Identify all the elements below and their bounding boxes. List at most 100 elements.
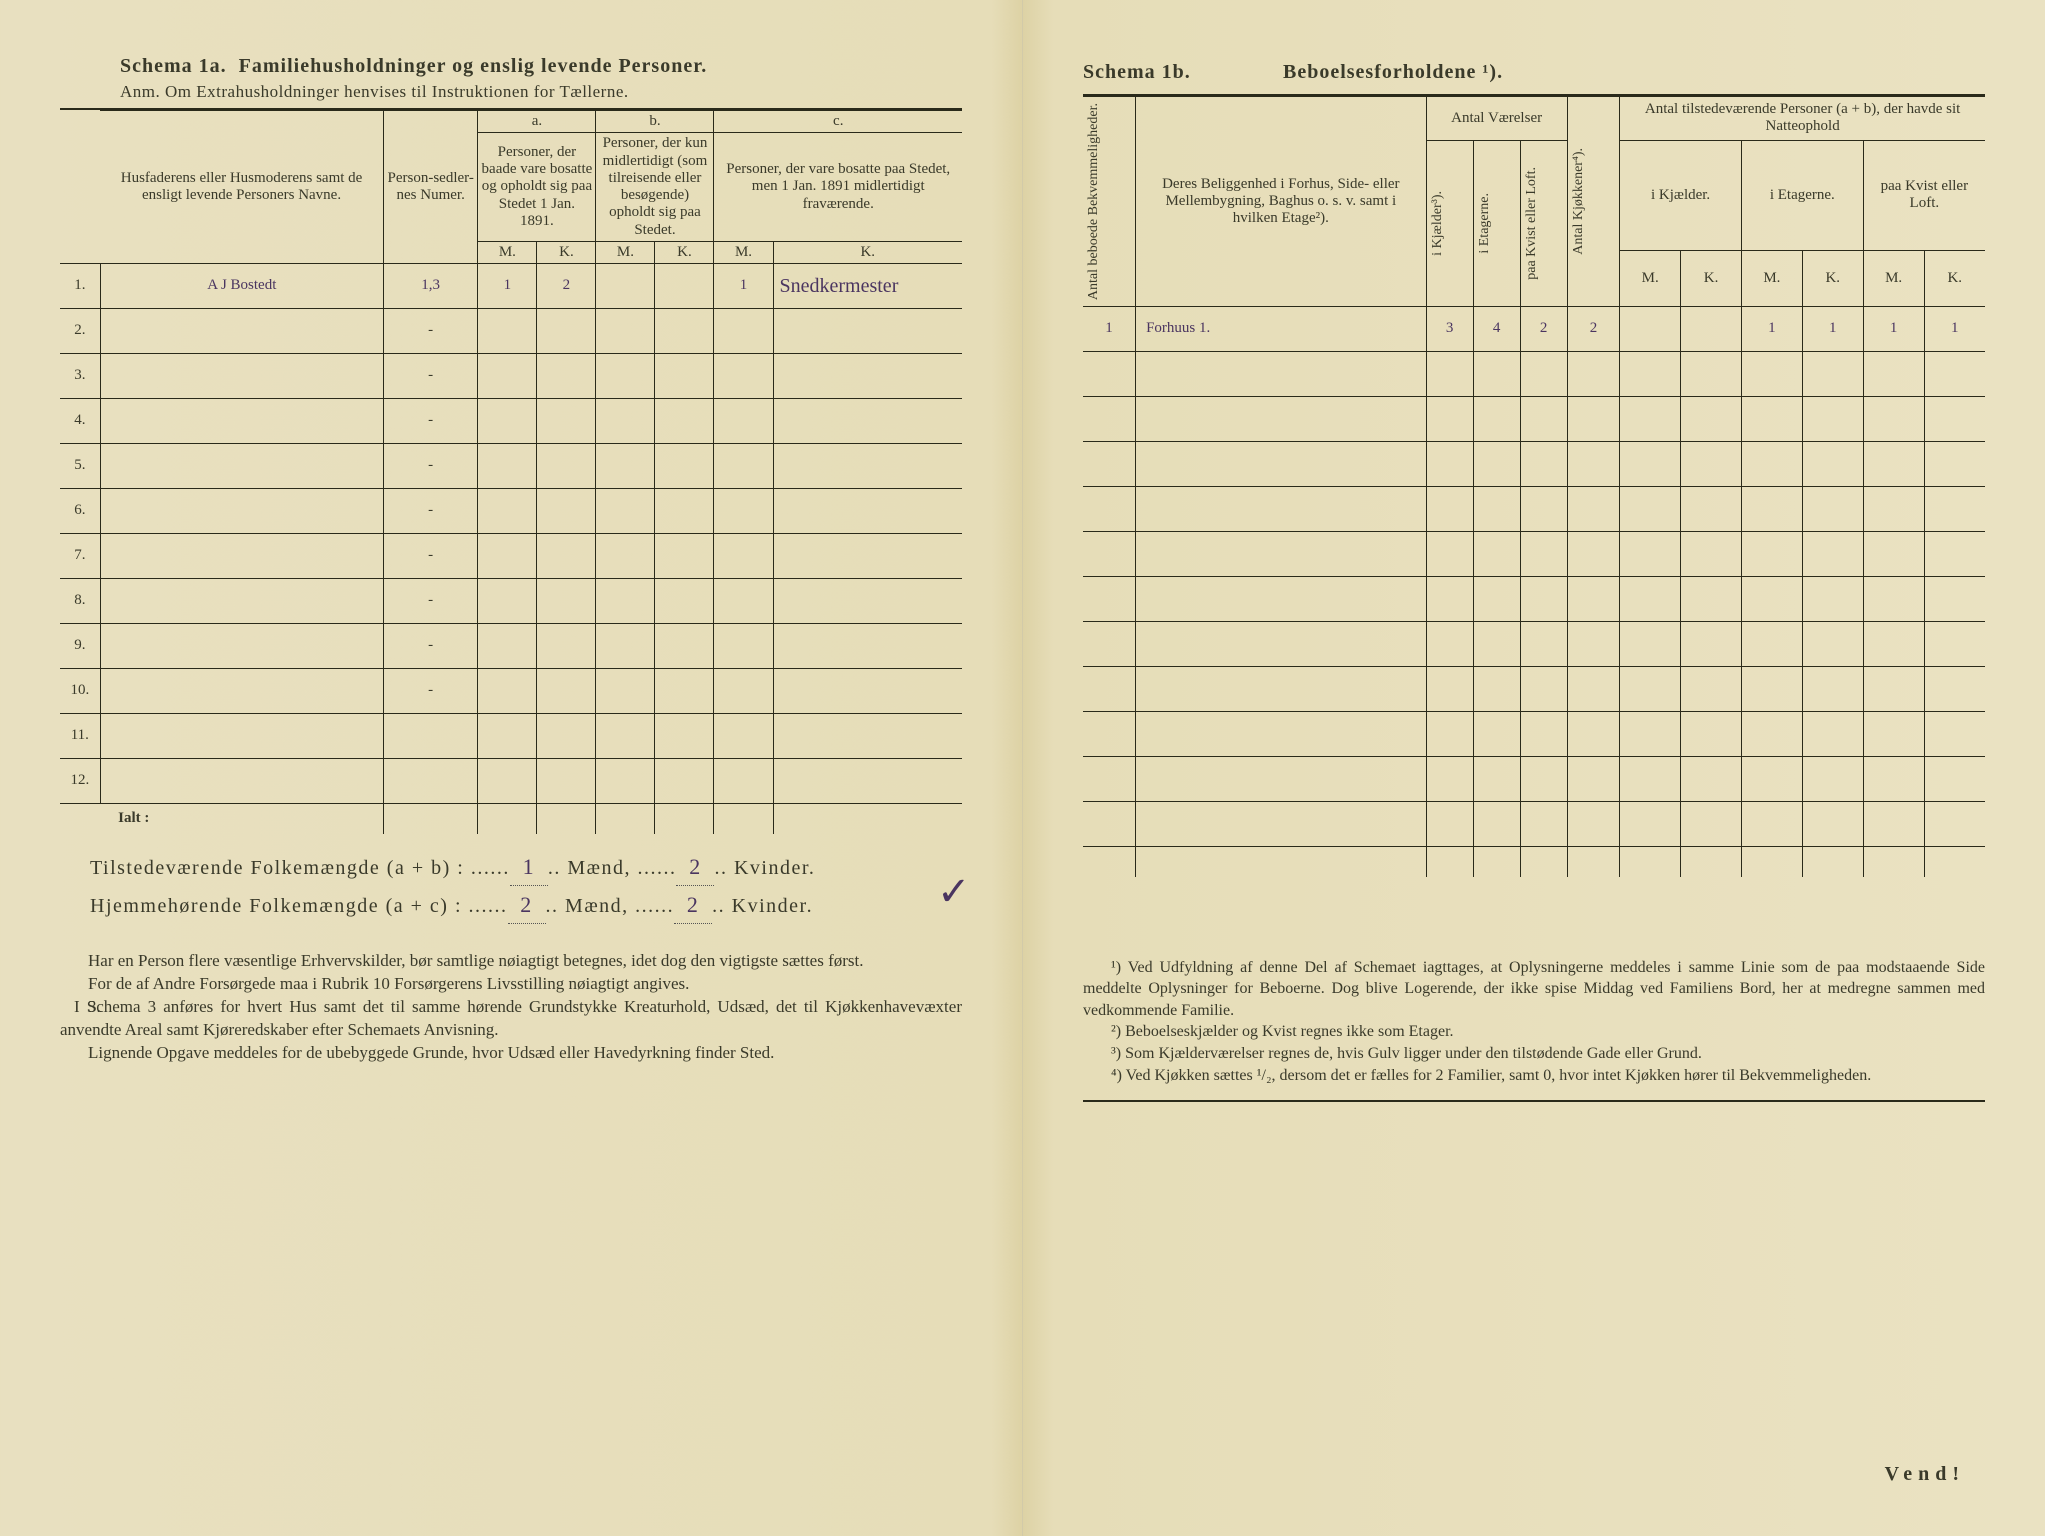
cell-nkv-m [1863, 397, 1924, 442]
cell-kv: 2 [1520, 307, 1567, 352]
hdr-col-a: Personer, der baade vare bosatte og opho… [478, 133, 596, 242]
cell-a-k [537, 579, 596, 624]
cell-nkv-k [1924, 712, 1985, 757]
table-row: 1Forhuus 1.34221111 [1083, 307, 1985, 352]
cell-et [1473, 622, 1520, 667]
cell-c-m [714, 714, 773, 759]
cell-b-m [596, 579, 655, 624]
cell-nk-m [1620, 577, 1681, 622]
cell-b-m [596, 534, 655, 579]
cell-kj [1426, 487, 1473, 532]
cell-numer: - [383, 669, 477, 714]
cell-c-m [714, 624, 773, 669]
cell-kj [1426, 667, 1473, 712]
right-footnotes: ¹) Ved Udfyldning af denne Del af Schema… [1083, 957, 1985, 1087]
cell-name [100, 714, 383, 759]
cell-kjok [1567, 352, 1620, 397]
cell-name [100, 624, 383, 669]
cell-nkv-m [1863, 577, 1924, 622]
cell-et [1473, 667, 1520, 712]
cell-ne-m [1741, 577, 1802, 622]
cell-nk-k [1681, 757, 1742, 802]
cell-kjok [1567, 757, 1620, 802]
cell-c-k [773, 444, 962, 489]
cell-c-m [714, 759, 773, 804]
right-page: Schema 1b. Beboelsesforholdene ¹). Antal… [1023, 0, 2045, 1536]
cell-b-m [596, 399, 655, 444]
cell-a-m [478, 309, 537, 354]
cell-b-m [596, 669, 655, 714]
cell-bek [1083, 487, 1136, 532]
cell-nk-k [1681, 667, 1742, 712]
table-row [1083, 577, 1985, 622]
cell-kjok [1567, 532, 1620, 577]
cell-kj [1426, 352, 1473, 397]
cell-kj [1426, 712, 1473, 757]
cell-ne-k [1802, 622, 1863, 667]
cell-name [100, 489, 383, 534]
cell-name [100, 759, 383, 804]
cell-b-k [655, 714, 714, 759]
table-row: 8.- [60, 579, 962, 624]
cell-nkv-k [1924, 352, 1985, 397]
cell-nk-m [1620, 352, 1681, 397]
cell-kj: 3 [1426, 307, 1473, 352]
cell-name [100, 309, 383, 354]
cell-nkv-k [1924, 442, 1985, 487]
cell-c-k [773, 624, 962, 669]
hdr-bek: Antal beboede Bekvemmeligheder. [1083, 97, 1136, 307]
row-number: 12. [60, 759, 100, 804]
cell-bel [1136, 622, 1427, 667]
cell-numer: - [383, 579, 477, 624]
cell-nk-m [1620, 442, 1681, 487]
hdr-numer: Person-sedler-nes Numer. [383, 111, 477, 264]
cell-kjok [1567, 802, 1620, 847]
cell-nk-k [1681, 577, 1742, 622]
cell-ne-k [1802, 442, 1863, 487]
cell-et [1473, 712, 1520, 757]
cell-bek [1083, 622, 1136, 667]
cell-nk-k [1681, 307, 1742, 352]
cell-a-m [478, 354, 537, 399]
cell-b-k [655, 624, 714, 669]
cell-a-m [478, 534, 537, 579]
schema-1a-title: Schema 1a. Familiehusholdninger og ensli… [120, 55, 962, 78]
cell-nkv-m [1863, 352, 1924, 397]
cell-name [100, 579, 383, 624]
row-number: 5. [60, 444, 100, 489]
cell-ne-m [1741, 352, 1802, 397]
row-number: 4. [60, 399, 100, 444]
cell-nk-m [1620, 712, 1681, 757]
left-notes: Har en Person flere væsentlige Erhvervsk… [60, 950, 962, 1065]
cell-numer: - [383, 309, 477, 354]
cell-nk-m [1620, 667, 1681, 712]
table-row: 2.- [60, 309, 962, 354]
cell-a-k [537, 444, 596, 489]
cell-nk-k [1681, 352, 1742, 397]
row-number: 1. [60, 264, 100, 309]
cell-b-k [655, 264, 714, 309]
schema-1b-title: Schema 1b. Beboelsesforholdene ¹). [1083, 61, 1985, 84]
cell-a-k [537, 309, 596, 354]
cell-ne-k [1802, 532, 1863, 577]
cell-kv [1520, 622, 1567, 667]
cell-ne-m [1741, 532, 1802, 577]
cell-nkv-k [1924, 802, 1985, 847]
table-row: 4.- [60, 399, 962, 444]
cell-c-m: 1 [714, 264, 773, 309]
cell-nkv-m [1863, 442, 1924, 487]
cell-nk-m [1620, 397, 1681, 442]
cell-a-k [537, 759, 596, 804]
table-row: 5.- [60, 444, 962, 489]
cell-a-m [478, 624, 537, 669]
cell-et [1473, 397, 1520, 442]
cell-kj [1426, 802, 1473, 847]
cell-bek: 1 [1083, 307, 1136, 352]
cell-name: A J Bostedt [100, 264, 383, 309]
cell-ne-k [1802, 397, 1863, 442]
cell-b-m [596, 624, 655, 669]
cell-bek [1083, 577, 1136, 622]
cell-nkv-m [1863, 532, 1924, 577]
cell-bel [1136, 577, 1427, 622]
left-page: Schema 1a. Familiehusholdninger og ensli… [0, 0, 1023, 1536]
